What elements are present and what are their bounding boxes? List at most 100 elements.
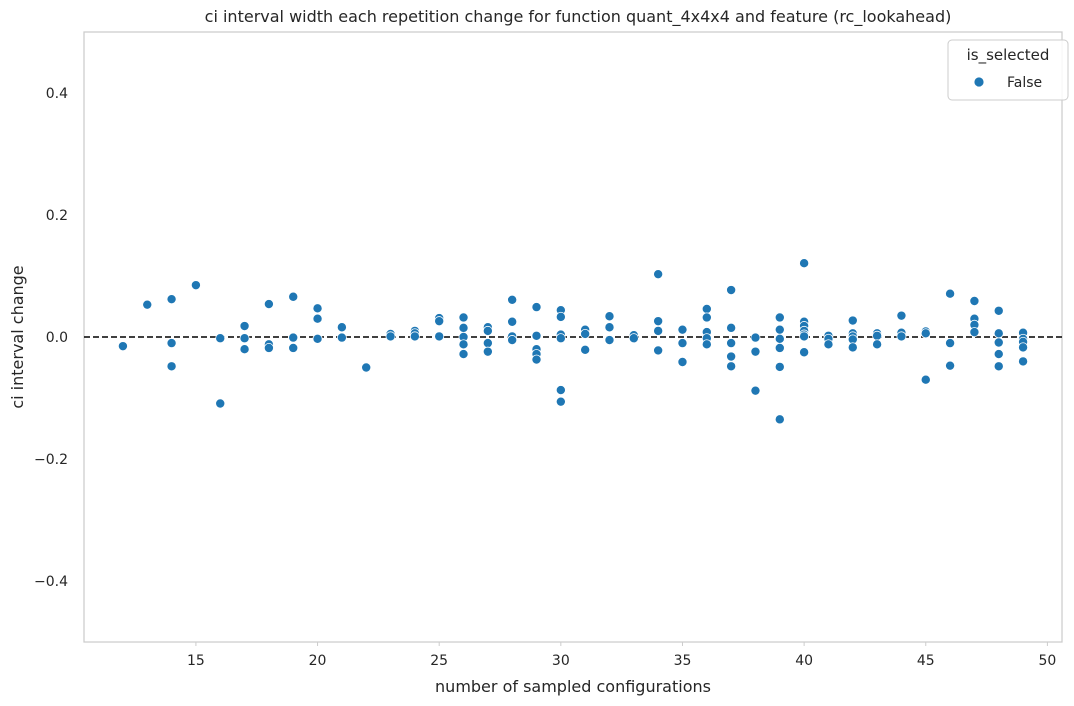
x-tick-label: 50 (1038, 653, 1056, 669)
legend-title: is_selected (967, 46, 1050, 65)
data-point (628, 333, 639, 344)
x-tick-label: 35 (674, 653, 692, 669)
data-point (726, 351, 737, 362)
data-point (239, 321, 250, 332)
data-point (1018, 342, 1029, 353)
data-point (458, 312, 469, 323)
data-point (215, 333, 226, 344)
data-point (166, 338, 177, 349)
data-point (701, 339, 712, 350)
data-point (215, 398, 226, 409)
data-point (726, 285, 737, 296)
x-tick-label: 40 (795, 653, 813, 669)
data-point (677, 357, 688, 368)
data-point (507, 335, 518, 346)
data-point (166, 294, 177, 305)
data-point (750, 346, 761, 357)
data-point (726, 361, 737, 372)
data-point (774, 414, 785, 425)
x-axis-label: number of sampled configurations (435, 677, 711, 696)
data-point (604, 322, 615, 333)
data-point (507, 316, 518, 327)
data-point (872, 330, 883, 341)
data-point (920, 374, 931, 385)
data-point (774, 333, 785, 344)
data-point (945, 360, 956, 371)
data-point (701, 312, 712, 323)
data-point (312, 313, 323, 324)
x-tick-label: 45 (917, 653, 935, 669)
data-point (531, 330, 542, 341)
data-point (312, 333, 323, 344)
data-point (969, 327, 980, 338)
data-point (458, 339, 469, 350)
legend: is_selected False (947, 39, 1069, 101)
data-point (288, 291, 299, 302)
data-point (847, 315, 858, 326)
data-point (726, 322, 737, 333)
data-point (555, 396, 566, 407)
data-point (799, 347, 810, 358)
data-point (726, 338, 737, 349)
data-point (361, 362, 372, 373)
data-point (385, 331, 396, 342)
data-point (653, 345, 664, 356)
y-axis-ticks: −0.4 −0.2 0.0 0.2 0.4 (34, 86, 68, 590)
x-tick-label: 30 (552, 653, 570, 669)
data-point (263, 342, 274, 353)
data-point (799, 331, 810, 342)
data-point (896, 310, 907, 321)
data-point (458, 322, 469, 333)
data-point (434, 331, 445, 342)
data-point (239, 344, 250, 355)
x-tick-label: 15 (187, 653, 205, 669)
data-point (531, 354, 542, 365)
data-point (288, 332, 299, 343)
data-point (653, 269, 664, 280)
data-point (117, 341, 128, 352)
data-point (482, 338, 493, 349)
data-point (872, 339, 883, 350)
data-point (677, 338, 688, 349)
y-tick-label: 0.0 (46, 330, 68, 346)
data-point (482, 325, 493, 336)
data-point (799, 258, 810, 269)
data-point (774, 361, 785, 372)
data-point (750, 385, 761, 396)
data-point (507, 294, 518, 305)
data-point (580, 328, 591, 339)
y-tick-label: −0.4 (34, 574, 68, 590)
data-point (993, 337, 1004, 348)
y-axis-label: ci interval change (8, 265, 27, 408)
data-point (434, 316, 445, 327)
data-point (555, 385, 566, 396)
data-point (1018, 356, 1029, 367)
data-point (993, 305, 1004, 316)
data-point (847, 342, 858, 353)
data-point (482, 346, 493, 357)
data-point (823, 339, 834, 350)
data-point (653, 316, 664, 327)
chart-title: ci interval width each repetition change… (205, 7, 952, 27)
data-point (239, 333, 250, 344)
data-point (336, 332, 347, 343)
data-point (969, 296, 980, 307)
y-tick-label: 0.2 (46, 208, 68, 224)
legend-marker-false (973, 76, 985, 88)
data-point (312, 303, 323, 314)
data-point (774, 312, 785, 323)
data-point (531, 302, 542, 313)
data-point (993, 328, 1004, 339)
data-points (117, 258, 1029, 425)
data-point (604, 335, 615, 346)
x-tick-label: 25 (430, 653, 448, 669)
data-point (336, 322, 347, 333)
data-point (945, 338, 956, 349)
data-point (896, 331, 907, 342)
plot-area (83, 31, 1063, 643)
data-point (190, 280, 201, 291)
legend-entry-false: False (1007, 75, 1042, 91)
data-point (580, 344, 591, 355)
x-axis-ticks: 15 20 25 30 35 40 45 50 (187, 642, 1056, 669)
